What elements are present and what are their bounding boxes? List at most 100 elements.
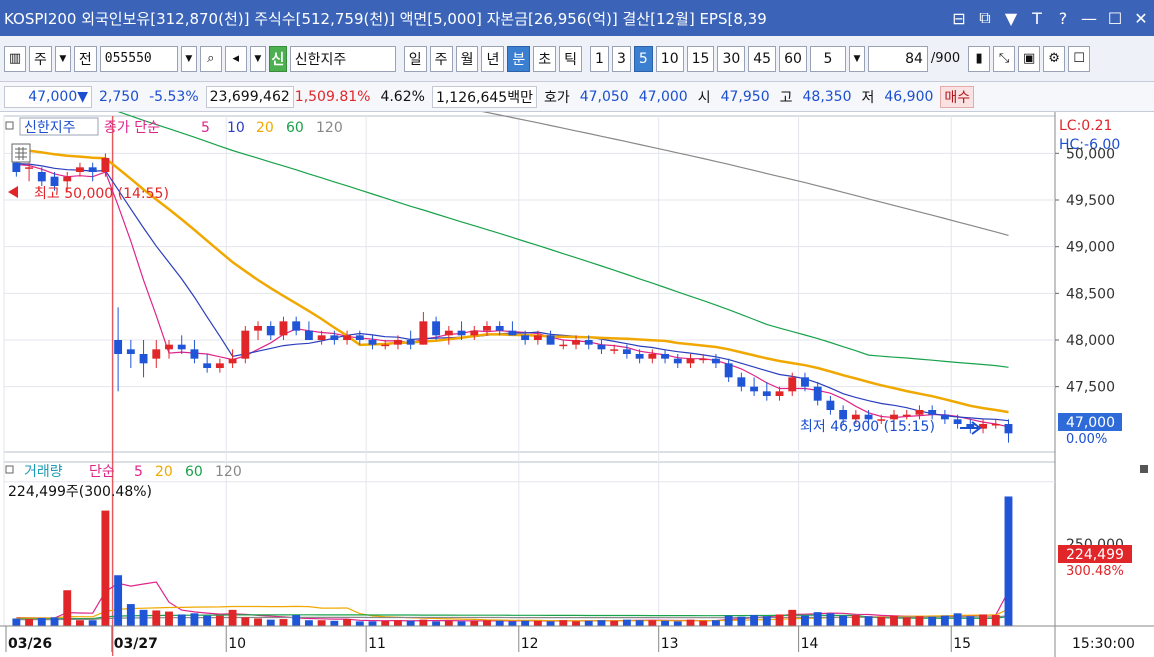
candle-body [394, 340, 402, 345]
current-volume-label: 224,499 [1066, 547, 1124, 563]
checkbox-icon[interactable]: ☐ [1068, 45, 1091, 72]
volume-bar [126, 604, 135, 626]
chevron-down-icon[interactable]: ▼ [54, 45, 71, 72]
ask-label: 호가 [543, 89, 570, 106]
volume-bar [953, 613, 962, 626]
hc-label: HC:-6.00 [1059, 137, 1120, 153]
stock-code-input[interactable]: 055550 [99, 45, 178, 72]
legend-ma5: 5 [201, 120, 210, 136]
candle-body [139, 354, 148, 364]
x-tick-label: 03/26 [8, 636, 52, 652]
volume-legend-ma60: 60 [185, 464, 203, 480]
interval-60-button[interactable]: 60 [779, 45, 807, 72]
volume-bar [37, 617, 46, 626]
help-icon[interactable]: ? [1058, 8, 1068, 28]
interval-30-button[interactable]: 30 [717, 45, 746, 72]
period-year-button[interactable]: 년 [481, 45, 505, 72]
candle-type-icon[interactable]: ▮ [968, 45, 991, 72]
interval-10-button[interactable]: 10 [655, 45, 684, 72]
volume-bar [508, 621, 517, 626]
volume-bar [546, 621, 555, 626]
interval-15-button[interactable]: 15 [686, 45, 715, 72]
close-icon[interactable]: ✕ [1134, 8, 1148, 28]
volume-bar [610, 620, 619, 626]
volume-bar [152, 610, 161, 626]
chart-area[interactable]: 신한지주 종가 단순 5 10 20 60 120 최고 50,000 (14:… [0, 23, 1154, 657]
maximize-icon[interactable]: ☐ [1107, 8, 1123, 28]
screen-menu-icon[interactable]: ▥ [4, 45, 26, 72]
candle-body [343, 335, 352, 340]
y-tick-label: 49,500 [1066, 193, 1115, 209]
candles [12, 153, 1013, 443]
interval-45-button[interactable]: 45 [748, 45, 777, 72]
candle-body [991, 424, 1000, 426]
stock-name-field[interactable]: 신한지주 [289, 45, 396, 72]
volume-bar [979, 614, 987, 626]
volume-legend-ma5: 5 [134, 464, 143, 480]
candle-body [546, 335, 555, 345]
volume-bars [12, 496, 1013, 626]
volume-bar [864, 616, 873, 626]
chevron-down-icon[interactable]: ▼ [848, 45, 865, 72]
period-month-button[interactable]: 월 [455, 45, 479, 72]
candle-body [851, 414, 860, 420]
title-bar: KOSPI200 외국인보유[312,870(천)] 주식수[512,759(천… [0, 0, 1154, 36]
candle-body [76, 167, 84, 172]
volume-bar [775, 614, 784, 626]
volume-bar [915, 616, 924, 626]
volume-bar [724, 615, 733, 626]
high-price: 48,350 [802, 88, 852, 105]
candle-body [686, 358, 695, 364]
minimize-icon[interactable]: — [1081, 8, 1097, 28]
candle-body [215, 363, 224, 368]
scope-select[interactable]: 전 [73, 45, 97, 72]
legend-ma10: 10 [227, 120, 245, 136]
restore-window-icon[interactable]: ⧉ [979, 8, 991, 27]
interval-1-button[interactable]: 1 [590, 45, 609, 72]
volume-bar [343, 619, 352, 626]
save-icon[interactable]: ▣ [1018, 45, 1041, 72]
interval-5-button[interactable]: 5 [633, 45, 653, 72]
period-day-button[interactable]: 일 [403, 45, 427, 72]
volume-bar [1004, 496, 1013, 626]
period-tick-button[interactable]: 틱 [559, 45, 583, 72]
volume-ma-line-5 [16, 581, 1010, 622]
line-tool-icon[interactable]: ⤡ [993, 45, 1016, 72]
search-icon[interactable]: ⌕ [199, 45, 222, 72]
gear-icon[interactable]: ⚙ [1043, 45, 1066, 72]
lc-label: LC:0.21 [1059, 118, 1112, 134]
period-second-button[interactable]: 초 [533, 45, 557, 72]
chevron-down-icon[interactable]: ▼ [180, 45, 197, 72]
candlestick-chart[interactable]: 신한지주 종가 단순 5 10 20 60 120 최고 50,000 (14:… [0, 23, 1154, 657]
buy-button[interactable]: 매수 [940, 85, 975, 108]
y-tick-label: 50,000 [1066, 146, 1115, 162]
volume-bar [877, 616, 886, 626]
low-label: 저 [861, 89, 875, 106]
font-icon[interactable]: T [1032, 8, 1042, 28]
period-week-button[interactable]: 주 [429, 45, 453, 72]
candle-body [292, 321, 301, 331]
volume-bar [597, 620, 606, 626]
volume-bar [851, 615, 860, 626]
volume-bar [737, 616, 746, 626]
speaker-icon[interactable]: ◂ [224, 45, 247, 72]
candle-body [470, 330, 479, 336]
interval-3-button[interactable]: 3 [611, 45, 631, 72]
candle-body [724, 363, 733, 378]
panel-toggle-icon [5, 121, 14, 130]
layout-icon[interactable]: ⊟ [952, 8, 966, 28]
data-count-input[interactable]: 84 [867, 45, 928, 72]
interval-value-input[interactable]: 5 [809, 45, 846, 72]
window-controls: ⊟ ⧉ ▼ T ? — ☐ ✕ [950, 0, 1150, 36]
candle-body [915, 410, 924, 415]
volume-legend-ma120: 120 [215, 464, 242, 480]
volume-bar [406, 620, 415, 626]
candle-body [940, 414, 949, 420]
market-select[interactable]: 주 [29, 45, 52, 72]
volume-bar [88, 620, 97, 626]
panel-close-icon[interactable] [1140, 465, 1148, 473]
legend-ma60: 60 [286, 120, 304, 136]
period-minute-button[interactable]: 분 [507, 45, 531, 72]
pin-icon[interactable]: ▼ [1004, 8, 1018, 28]
chevron-down-icon[interactable]: ▼ [249, 45, 266, 72]
